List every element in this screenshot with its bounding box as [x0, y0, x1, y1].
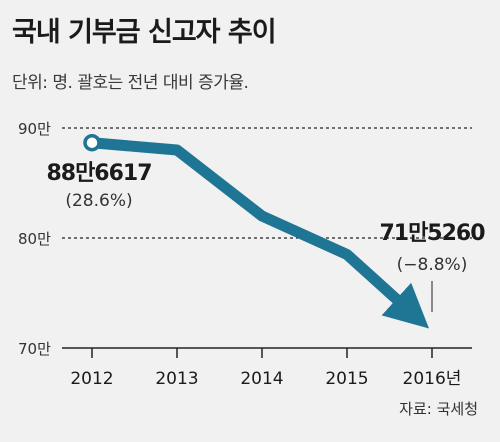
annotation-rate-2016: (−8.8%): [397, 255, 468, 275]
x-tick-label: 2015: [325, 369, 368, 389]
source-note: 자료: 국세청: [399, 400, 478, 418]
y-tick-label: 80만: [18, 230, 51, 248]
series-line: [91, 137, 430, 329]
x-tick-label: 2013: [155, 369, 198, 389]
chart-subtitle: 단위: 명. 괄호는 전년 대비 증가율.: [12, 73, 249, 93]
y-tick-label: 90만: [18, 120, 51, 138]
x-tick-label: 2012: [70, 369, 113, 389]
annotation-value-2012: 88만6617: [46, 161, 151, 186]
y-tick-label: 70만: [18, 340, 51, 358]
point-marker-2012: [83, 133, 101, 152]
x-tick-label: 2014: [240, 369, 283, 389]
annotation-value-2016: 71만5260: [379, 221, 485, 246]
x-tick-label: 2016년: [403, 369, 462, 389]
annotation-rate-2012: (28.6%): [65, 191, 132, 211]
chart-title: 국내 기부금 신고자 추이: [12, 17, 277, 48]
